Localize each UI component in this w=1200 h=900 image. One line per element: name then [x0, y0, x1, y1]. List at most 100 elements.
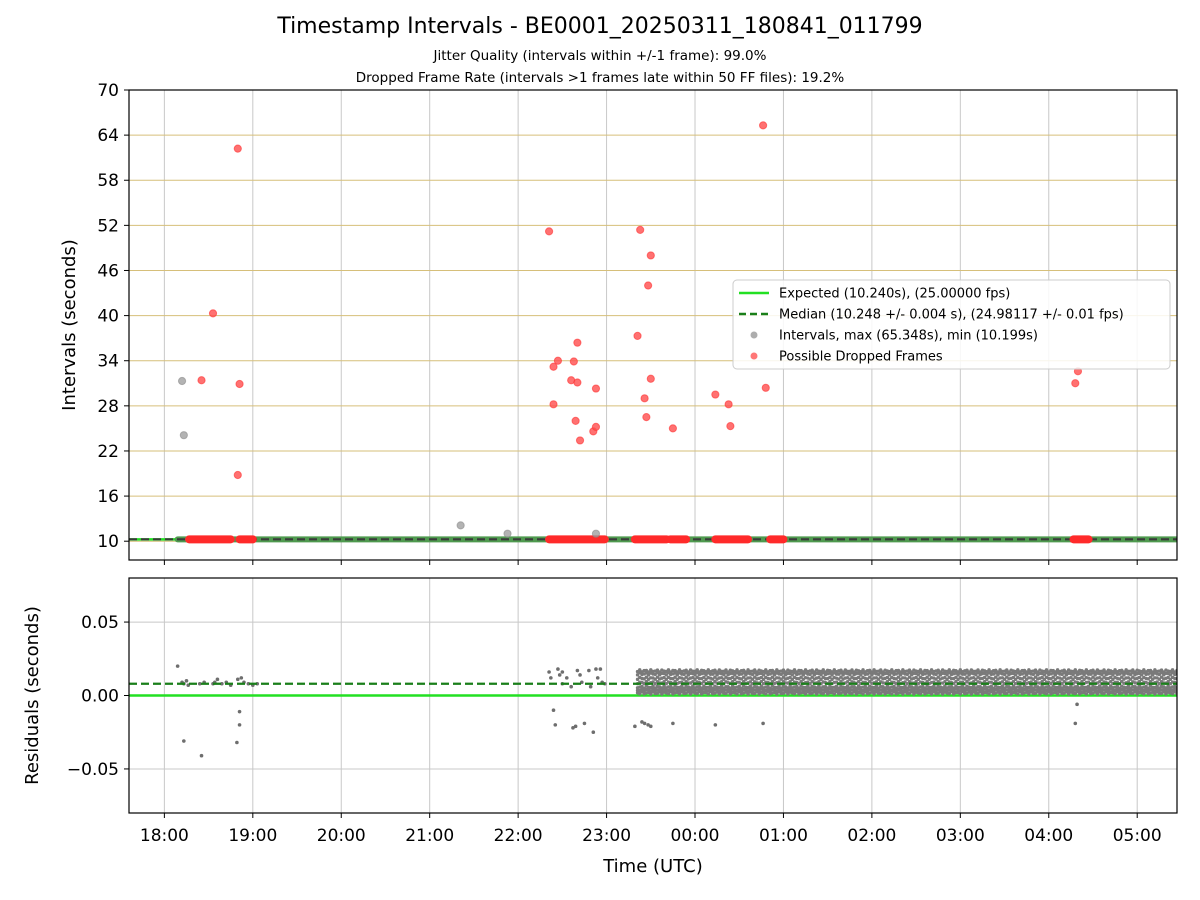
residual-point	[905, 682, 909, 686]
dropped-frame-point	[1071, 379, 1080, 388]
residual-point	[642, 721, 647, 726]
residuals-plot-area	[129, 664, 1177, 758]
residual-point	[963, 677, 967, 681]
residual-point	[737, 684, 741, 688]
residual-point	[788, 679, 792, 684]
dropped-frame-point	[233, 470, 242, 480]
residual-point	[564, 676, 569, 680]
residual-point	[1128, 677, 1133, 681]
residual-point	[817, 679, 821, 684]
residual-point	[832, 692, 836, 696]
residual-point	[633, 724, 637, 729]
residual-point	[1011, 679, 1016, 684]
residual-point	[646, 723, 650, 727]
residual-point	[867, 675, 872, 679]
residual-point	[666, 668, 671, 672]
residual-point	[635, 673, 640, 677]
residual-point	[1137, 675, 1142, 680]
residual-point	[954, 675, 958, 679]
top-y-tick-label: 46	[97, 261, 119, 281]
residual-point	[680, 684, 684, 688]
residual-point	[1075, 702, 1079, 707]
legend-swatch-marker	[750, 331, 758, 339]
residual-point	[1062, 675, 1066, 679]
bottom-x-tick-label: 18:00	[140, 826, 189, 846]
dropped-frame-point	[208, 309, 218, 318]
residual-point	[1053, 673, 1058, 677]
residual-point	[1159, 668, 1164, 672]
residual-point	[958, 692, 963, 696]
residual-point	[819, 677, 823, 682]
residual-point	[695, 668, 699, 672]
top-y-tick-label: 64	[97, 126, 119, 146]
residual-point	[876, 677, 881, 681]
residual-point	[1111, 673, 1115, 677]
bottom-x-tick-label: 19:00	[228, 826, 277, 846]
residual-point	[856, 675, 861, 680]
top-y-axis-label: Intervals (seconds)	[59, 239, 80, 411]
residual-point	[1073, 668, 1077, 672]
residual-point	[982, 675, 987, 680]
residual-point	[710, 677, 715, 681]
residual-point	[1168, 673, 1173, 677]
residual-point	[1139, 677, 1144, 682]
residual-point	[662, 679, 666, 684]
residual-point	[1040, 684, 1044, 688]
residual-point	[929, 692, 934, 696]
residual-point	[810, 675, 814, 679]
residual-point	[588, 684, 593, 689]
residual-point	[940, 692, 945, 696]
residual-point	[777, 684, 781, 688]
dropped-frame-point	[573, 378, 582, 387]
residual-point	[571, 726, 575, 730]
residual-point	[582, 721, 587, 726]
interval-point	[179, 431, 188, 440]
residual-point	[1097, 684, 1102, 688]
residual-point	[1073, 721, 1078, 726]
residual-point	[985, 673, 989, 677]
residual-point	[969, 692, 974, 696]
residual-point	[803, 692, 808, 696]
bottom-y-tick-label: −0.05	[67, 760, 119, 780]
residual-point	[706, 692, 710, 696]
bottom-x-tick-label: 02:00	[847, 826, 896, 846]
residual-point	[947, 668, 951, 672]
residual-point	[595, 676, 600, 680]
residual-point	[788, 684, 792, 688]
top-y-tick-label: 28	[97, 397, 119, 417]
bottom-y-tick-label: 0.00	[81, 687, 119, 707]
bottom-x-tick-label: 20:00	[317, 826, 366, 846]
residual-point	[916, 673, 921, 677]
residual-point	[1097, 680, 1102, 684]
residual-point	[839, 675, 843, 679]
residual-point	[719, 684, 724, 688]
residual-point	[691, 679, 695, 684]
residual-point	[640, 720, 644, 724]
residual-point	[943, 684, 947, 688]
residual-point	[1139, 673, 1144, 677]
residual-point	[1157, 677, 1162, 681]
dropped-frame-point	[233, 144, 242, 153]
residual-point	[1150, 673, 1155, 677]
residual-point	[638, 668, 642, 672]
dropped-frame-point	[642, 413, 651, 422]
residual-point	[945, 673, 949, 677]
residual-point	[706, 668, 710, 672]
residual-point	[693, 677, 697, 682]
dropped-frame-point	[726, 422, 735, 431]
residual-point	[1071, 677, 1075, 682]
residual-point	[664, 673, 668, 677]
residual-point	[828, 679, 832, 684]
dropped-frame-point	[668, 424, 677, 433]
residual-point	[215, 677, 220, 682]
residual-point	[982, 679, 987, 684]
residual-point	[779, 677, 783, 681]
residual-point	[1100, 672, 1104, 677]
dropped-frame-point	[575, 436, 585, 445]
residual-point	[1013, 673, 1018, 677]
residual-point	[974, 672, 978, 677]
residual-point	[1031, 677, 1035, 681]
residual-point	[556, 667, 560, 671]
residual-point	[1091, 675, 1095, 679]
top-y-tick-label: 70	[97, 81, 119, 101]
